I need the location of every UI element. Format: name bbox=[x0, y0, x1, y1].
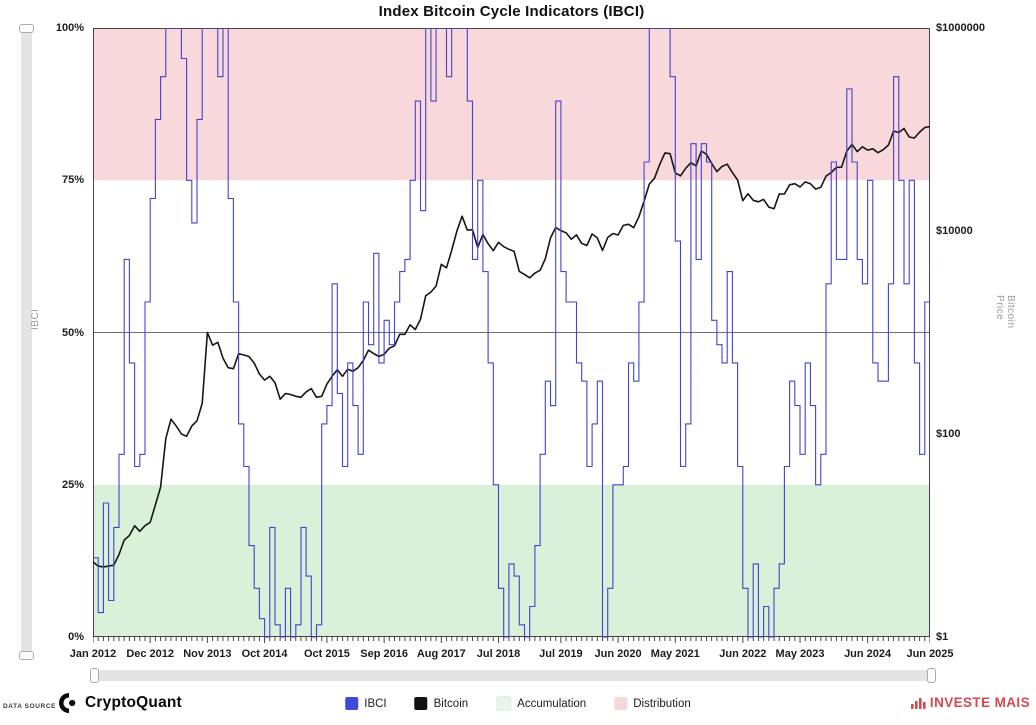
legend: IBCI Bitcoin Accumulation Distribution bbox=[345, 696, 691, 711]
y-tick-label-left: 75% bbox=[61, 174, 84, 187]
x-tick-label: Jun 2020 bbox=[594, 648, 642, 660]
scrollbar-grip[interactable] bbox=[19, 24, 34, 33]
x-tick-label: Oct 2014 bbox=[241, 648, 288, 660]
investe-mais-text: INVESTE MAIS bbox=[929, 695, 1030, 710]
y-tick-label-right: $100 bbox=[936, 428, 961, 440]
x-tick-label: Jul 2018 bbox=[476, 648, 521, 660]
x-tick-label: Jul 2019 bbox=[539, 648, 583, 660]
y-tick-label-right: $1 bbox=[936, 631, 949, 643]
x-tick-label: Jun 2025 bbox=[906, 648, 954, 660]
cryptoquant-wordmark: CryptoQuant bbox=[85, 694, 182, 711]
footer: DATA SOURCE CryptoQuant IBCI Bitcoin Acc… bbox=[0, 690, 1036, 725]
chart-canvas[interactable] bbox=[93, 28, 930, 644]
x-tick-label: Nov 2013 bbox=[183, 648, 232, 660]
y-tick-label-left: 50% bbox=[61, 326, 84, 339]
zone-accumulation bbox=[93, 484, 930, 637]
scrollbar-grip[interactable] bbox=[927, 668, 936, 683]
scrollbar-grip[interactable] bbox=[90, 668, 99, 683]
horizontal-zoom-scrollbar[interactable] bbox=[90, 668, 936, 683]
accumulation-swatch bbox=[496, 696, 512, 711]
scrollbar-grip[interactable] bbox=[19, 651, 34, 660]
page-title: Index Bitcoin Cycle Indicators (IBCI) bbox=[378, 3, 645, 20]
bitcoin-series-line bbox=[93, 125, 930, 568]
bar-chart-icon bbox=[910, 697, 926, 709]
legend-item-accumulation[interactable]: Accumulation bbox=[496, 696, 586, 711]
ibci-series-line bbox=[93, 28, 930, 638]
x-tick-label: Jan 2012 bbox=[69, 648, 117, 660]
x-tick-label: Jun 2024 bbox=[844, 648, 892, 660]
y-tick-label-left: 100% bbox=[55, 22, 84, 34]
zone-distribution bbox=[93, 28, 930, 181]
x-tick-label: Oct 2015 bbox=[304, 648, 350, 660]
ibci-swatch bbox=[345, 697, 359, 710]
data-source-label: DATA SOURCE bbox=[3, 703, 57, 710]
x-tick-label: Dec 2012 bbox=[126, 648, 175, 660]
cryptoquant-logo-icon bbox=[59, 693, 76, 713]
plot-border bbox=[93, 28, 930, 637]
x-tick-label: Jun 2022 bbox=[719, 648, 767, 660]
legend-item-bitcoin[interactable]: Bitcoin bbox=[414, 697, 468, 710]
investe-mais-watermark: INVESTE MAIS bbox=[910, 695, 1030, 710]
distribution-swatch bbox=[614, 697, 628, 710]
vertical-zoom-scrollbar[interactable] bbox=[19, 24, 34, 660]
legend-item-distribution[interactable]: Distribution bbox=[614, 697, 691, 710]
y-tick-label-left: 25% bbox=[61, 478, 84, 491]
y-tick-label-right: $10000 bbox=[936, 225, 973, 237]
x-tick-label: May 2023 bbox=[775, 648, 825, 660]
y-tick-label-right: $1000000 bbox=[936, 22, 985, 34]
legend-item-ibci[interactable]: IBCI bbox=[345, 697, 387, 710]
x-tick-label: May 2021 bbox=[650, 648, 700, 660]
x-tick-label: Sep 2016 bbox=[360, 648, 408, 660]
right-axis-title: Bitcoin Price bbox=[994, 295, 1016, 329]
y-tick-label-left: 0% bbox=[68, 631, 84, 643]
x-tick-label: Aug 2017 bbox=[416, 648, 466, 660]
cryptoquant-brand: CryptoQuant bbox=[58, 692, 182, 714]
bitcoin-swatch bbox=[414, 697, 428, 710]
chart-plot-area[interactable] bbox=[93, 28, 930, 644]
